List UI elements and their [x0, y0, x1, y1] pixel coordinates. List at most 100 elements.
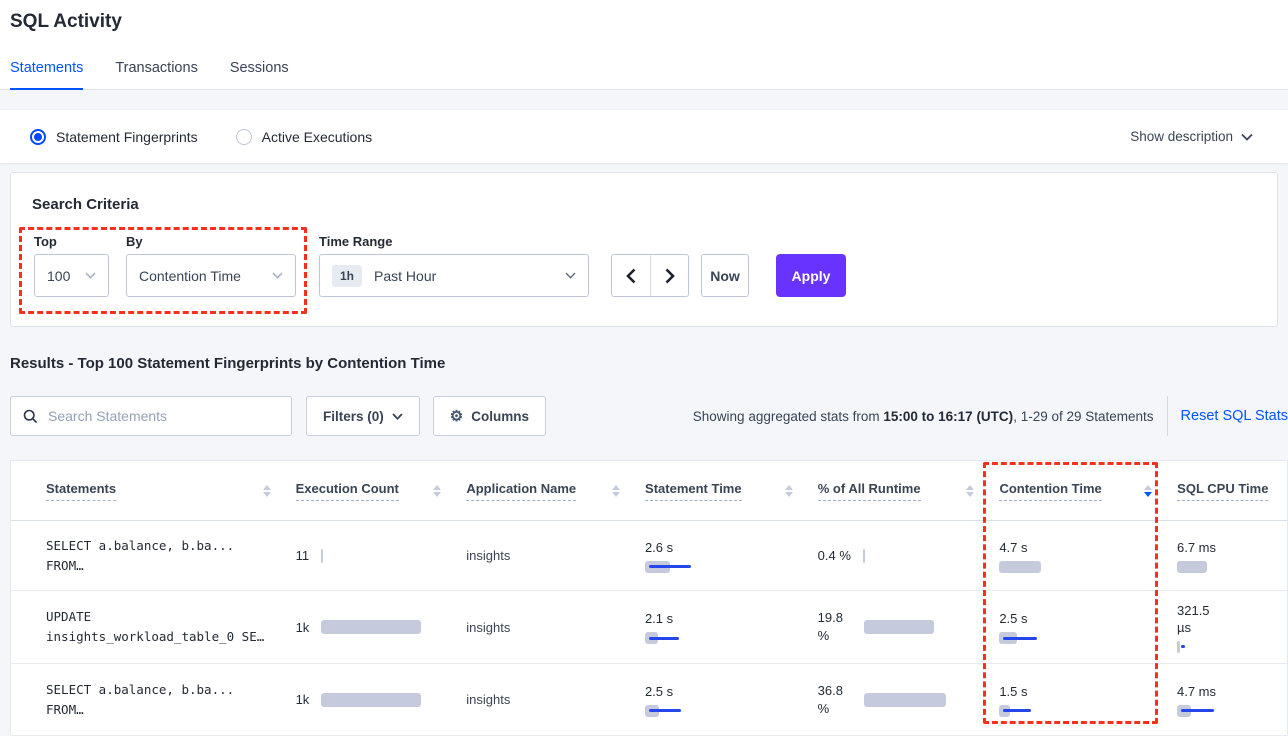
column-header-pct-runtime[interactable]: % of All Runtime: [817, 481, 1000, 501]
radio-active-executions[interactable]: Active Executions: [235, 128, 373, 145]
top-label: Top: [34, 234, 57, 249]
pct-runtime-bar: [863, 620, 934, 634]
tab-sessions[interactable]: Sessions: [229, 60, 289, 76]
sort-icons[interactable]: [784, 484, 793, 497]
tab-transactions[interactable]: Transactions: [115, 60, 198, 76]
execution-count-bar: [321, 692, 422, 707]
contention-time-cell: 2.5 s: [999, 610, 1177, 644]
by-select[interactable]: Contention Time: [126, 254, 296, 297]
pct-runtime-cell: 36.8 %: [818, 682, 1000, 718]
pct-runtime-bar: [862, 548, 865, 563]
view-mode-bar: Statement Fingerprints Active Executions…: [0, 110, 1288, 163]
statement-cell: UPDATE insights_workload_table_0 SE…: [46, 607, 296, 647]
time-prev-button[interactable]: [612, 255, 650, 296]
radio-unselected-icon: [235, 128, 252, 145]
tab-statements[interactable]: Statements: [10, 60, 84, 90]
contention-time-bar: [999, 632, 1119, 644]
time-range-badge: 1h: [332, 264, 363, 287]
top-select[interactable]: 100: [34, 254, 109, 297]
chevron-down-icon: [392, 412, 403, 420]
column-header-sql-cpu-time[interactable]: SQL CPU Time: [1177, 481, 1287, 501]
contention-time-bar: [999, 704, 1119, 717]
statement-time-cell: 2.5 s: [644, 683, 818, 717]
chevron-down-icon: [85, 272, 96, 279]
tab-bar: Statements Transactions Sessions: [10, 60, 289, 90]
statement-time-bar: [644, 632, 765, 644]
columns-button[interactable]: ⚙ Columns: [432, 396, 546, 436]
column-header-statement-time[interactable]: Statement Time: [645, 481, 818, 501]
column-header-statements[interactable]: Statements: [46, 481, 296, 501]
stats-summary: Showing aggregated stats from 15:00 to 1…: [692, 408, 1154, 424]
sort-icons[interactable]: [433, 484, 442, 497]
now-button[interactable]: Now: [701, 254, 749, 297]
execution-count-bar: [321, 620, 422, 634]
results-toolbar: Filters (0) ⚙ Columns Showing aggregated…: [10, 396, 1288, 436]
show-description-label: Show description: [1130, 129, 1233, 144]
radio-statement-fingerprints[interactable]: Statement Fingerprints: [30, 128, 198, 145]
radio-selected-icon: [30, 128, 46, 145]
table-header-row: Statements Execution Count Application N…: [11, 461, 1287, 521]
contention-time-bar: [999, 560, 1119, 573]
execution-count-cell: 11: [296, 548, 467, 563]
statement-time-cell: 2.6 s: [644, 539, 818, 573]
table-row: SELECT a.balance, b.ba... FROM… 11 insigh…: [11, 521, 1287, 591]
reset-sql-stats-link[interactable]: Reset SQL Stats: [1180, 408, 1288, 424]
statement-cell: SELECT a.balance, b.ba... FROM…: [46, 536, 296, 576]
search-icon: [23, 409, 38, 423]
execution-count-bar: [321, 548, 324, 563]
by-label: By: [126, 234, 143, 249]
statement-link[interactable]: UPDATE insights_workload_table_0 SE…: [46, 609, 265, 644]
radio-label: Active Executions: [261, 128, 373, 145]
contention-time-cell: 1.5 s: [999, 683, 1177, 717]
search-input[interactable]: [48, 408, 279, 424]
sql-cpu-time-cell: 321.5 µs: [1177, 602, 1287, 653]
pct-runtime-cell: 0.4 %: [818, 548, 1000, 563]
search-criteria-heading: Search Criteria: [32, 196, 139, 213]
time-range-label: Time Range: [319, 234, 393, 249]
search-criteria-panel: Search Criteria Top 100 By Contention Ti…: [10, 172, 1278, 327]
application-cell: insights: [466, 548, 511, 563]
pct-runtime-bar: [863, 692, 946, 707]
chevron-down-icon: [565, 272, 576, 279]
column-header-execution-count[interactable]: Execution Count: [295, 481, 467, 501]
time-range-nav: [611, 254, 689, 297]
apply-button[interactable]: Apply: [776, 254, 846, 297]
column-header-application-name[interactable]: Application Name: [466, 481, 645, 501]
statement-link[interactable]: SELECT a.balance, b.ba... FROM…: [46, 537, 235, 573]
statement-time-bar: [644, 560, 765, 573]
stats-time-window: 15:00 to 16:17 (UTC): [883, 408, 1014, 424]
time-range-value: Past Hour: [374, 267, 437, 284]
chevron-right-icon: [665, 268, 675, 283]
sql-cpu-time-cell: 4.7 ms: [1177, 683, 1287, 717]
sort-icons[interactable]: [966, 484, 975, 497]
chevron-left-icon: [626, 268, 636, 283]
sql-cpu-time-bar: [1177, 704, 1288, 717]
top-select-value: 100: [47, 267, 71, 284]
pct-runtime-cell: 19.8 %: [818, 609, 1000, 645]
sql-cpu-time-bar: [1177, 560, 1288, 573]
time-next-button[interactable]: [650, 255, 688, 296]
statement-time-cell: 2.1 s: [644, 610, 818, 644]
time-range-select[interactable]: 1h Past Hour: [319, 254, 589, 297]
table-row: UPDATE insights_workload_table_0 SE… 1k i…: [11, 591, 1287, 664]
statement-time-bar: [644, 704, 765, 717]
stats-summary-group: Showing aggregated stats from 15:00 to 1…: [693, 396, 1288, 436]
results-heading: Results - Top 100 Statement Fingerprints…: [10, 355, 446, 372]
show-description-toggle[interactable]: Show description: [1130, 129, 1258, 144]
statement-link[interactable]: SELECT a.balance, b.ba... FROM…: [46, 681, 235, 717]
columns-label: Columns: [471, 408, 529, 424]
page-header: SQL Activity Statements Transactions Ses…: [0, 0, 1288, 90]
filters-button[interactable]: Filters (0): [306, 396, 420, 436]
sort-icons-active-desc[interactable]: [1144, 484, 1153, 497]
column-header-contention-time[interactable]: Contention Time: [999, 481, 1177, 501]
chevron-down-icon: [1241, 133, 1253, 141]
statements-table: Statements Execution Count Application N…: [10, 460, 1288, 736]
toolbar-divider: [1166, 396, 1168, 436]
gear-icon: ⚙: [449, 407, 464, 425]
sort-icons[interactable]: [262, 484, 271, 497]
sort-icons[interactable]: [612, 484, 621, 497]
page-title: SQL Activity: [10, 11, 122, 32]
filters-label: Filters (0): [323, 408, 384, 424]
radio-label: Statement Fingerprints: [56, 128, 198, 145]
sql-cpu-time-bar: [1177, 640, 1288, 653]
